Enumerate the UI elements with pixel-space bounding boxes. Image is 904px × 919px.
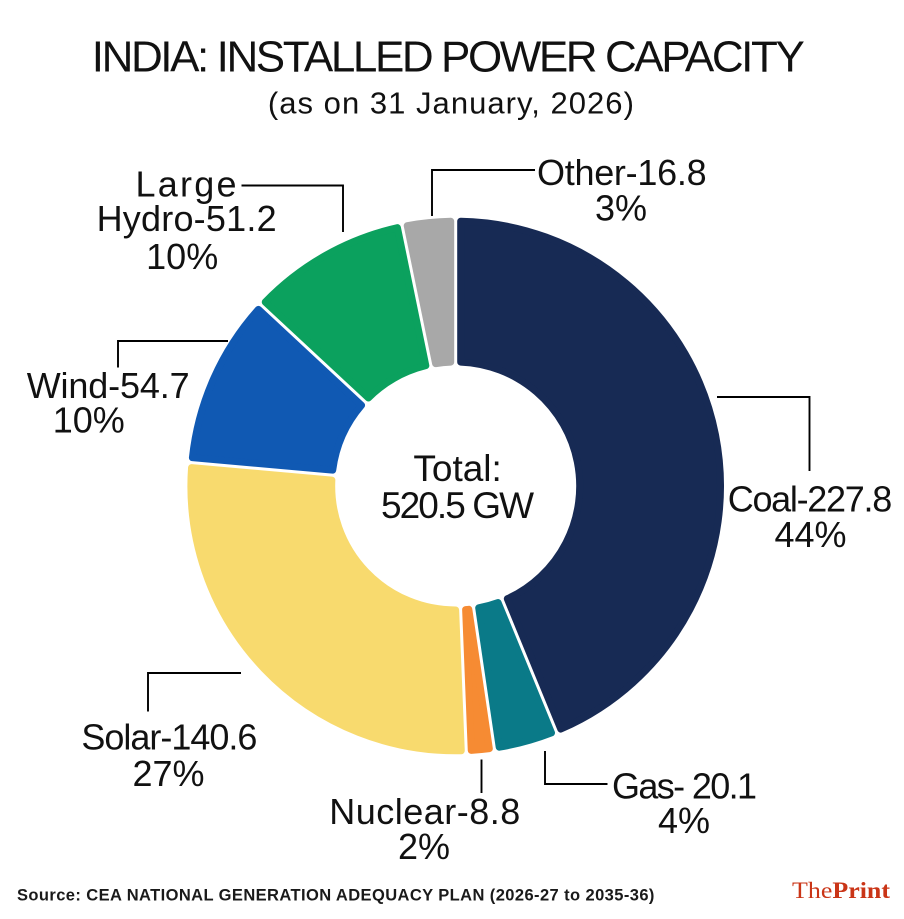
- svg-text:Nuclear-8.8: Nuclear-8.8: [329, 791, 520, 832]
- svg-text:(as on 31 January, 2026): (as on 31 January, 2026): [268, 86, 634, 121]
- svg-text:10%: 10%: [146, 236, 218, 277]
- svg-text:Total:: Total:: [413, 448, 501, 489]
- svg-text:INDIA: INSTALLED POWER CAPACIT: INDIA: INSTALLED POWER CAPACITY: [92, 33, 805, 82]
- svg-text:Gas- 20.1: Gas- 20.1: [612, 766, 757, 807]
- svg-text:Source: CEA NATIONAL GENERATIO: Source: CEA NATIONAL GENERATION ADEQUACY…: [17, 887, 654, 905]
- svg-text:3%: 3%: [595, 188, 647, 229]
- svg-text:2%: 2%: [398, 826, 450, 867]
- svg-text:Large: Large: [136, 164, 237, 205]
- svg-text:10%: 10%: [53, 399, 125, 440]
- svg-text:44%: 44%: [774, 514, 846, 555]
- svg-text:4%: 4%: [658, 800, 710, 841]
- svg-text:Hydro-51.2: Hydro-51.2: [97, 198, 277, 239]
- svg-text:Solar-140.6: Solar-140.6: [81, 717, 257, 758]
- svg-text:27%: 27%: [132, 753, 204, 794]
- svg-text:520.5 GW: 520.5 GW: [381, 485, 534, 526]
- svg-text:Wind-54.7: Wind-54.7: [27, 365, 190, 406]
- svg-text:Other-16.8: Other-16.8: [537, 152, 707, 193]
- svg-text:Coal-227.8: Coal-227.8: [728, 479, 893, 520]
